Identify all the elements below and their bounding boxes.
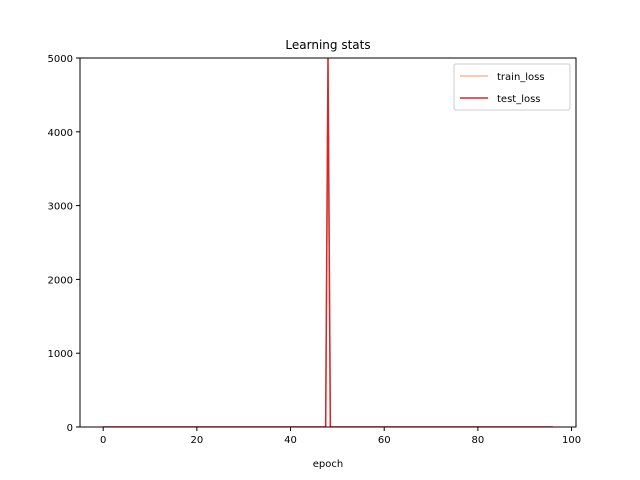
y-tick-label: 1000: [48, 349, 73, 360]
y-axis: 0 1000 2000 3000 4000 5000: [48, 54, 80, 434]
legend: train_loss test_loss: [453, 63, 571, 111]
x-axis: 0 20 40 60 80 100: [100, 427, 581, 446]
chart-title: Learning stats: [285, 38, 370, 52]
legend-label-train-loss: train_loss: [497, 72, 545, 83]
series-line-test-loss: [103, 58, 553, 427]
y-tick-label: 2000: [48, 275, 73, 286]
legend-label-test-loss: test_loss: [497, 94, 541, 105]
plot-frame: [79, 57, 577, 428]
x-tick-label: 20: [190, 435, 203, 446]
x-tick-label: 40: [284, 435, 297, 446]
y-tick-label: 3000: [48, 202, 73, 213]
y-tick-label: 4000: [48, 128, 73, 139]
x-axis-label: epoch: [313, 459, 343, 470]
x-tick-label: 0: [100, 435, 106, 446]
series-layer: [103, 58, 553, 427]
x-tick-label: 60: [378, 435, 391, 446]
x-tick-label: 100: [562, 435, 581, 446]
y-tick-label: 5000: [48, 54, 73, 65]
x-tick-label: 80: [472, 435, 485, 446]
y-tick-label: 0: [67, 423, 73, 434]
